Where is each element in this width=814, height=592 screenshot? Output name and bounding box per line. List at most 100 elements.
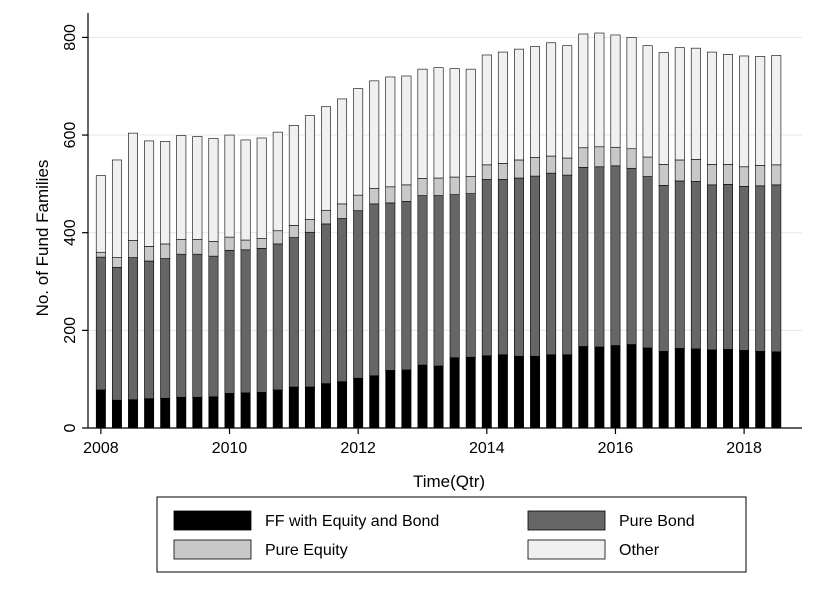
bar-segment <box>578 346 589 429</box>
bar-segment <box>95 389 106 429</box>
bar-segment <box>160 243 171 259</box>
bar-segment <box>771 55 782 166</box>
bar-segment <box>514 177 524 357</box>
bar-segment <box>530 175 541 357</box>
bar-segment <box>353 377 364 429</box>
bar-segment <box>755 56 766 166</box>
bar-segment <box>530 46 541 158</box>
bar-segment <box>449 68 460 178</box>
bar-segment <box>723 164 733 185</box>
bar-segment <box>337 203 348 219</box>
bar-segment <box>321 223 331 384</box>
bar-segment <box>546 42 557 157</box>
legend-item-other: Other <box>527 539 660 560</box>
bar-segment <box>176 239 187 255</box>
bar-segment <box>723 54 733 165</box>
x-tick-label: 2014 <box>469 440 505 457</box>
bar-segment <box>755 351 766 429</box>
bar-segment <box>465 356 476 429</box>
bar-segment <box>481 179 492 357</box>
bar-segment <box>337 381 348 429</box>
bar-segment <box>610 146 621 167</box>
bar-segment <box>594 166 605 348</box>
bar-segment <box>385 186 396 204</box>
bar-segment <box>706 184 717 351</box>
bar-segment <box>626 37 637 150</box>
bar-segment <box>706 164 717 186</box>
bar-segment <box>610 165 621 346</box>
bar-segment <box>288 225 299 238</box>
bar-segment <box>144 398 155 429</box>
bar-segment <box>562 174 573 356</box>
bar-segment <box>433 177 444 196</box>
bar-segment <box>497 51 508 164</box>
bar-segment <box>755 165 766 187</box>
bar-segment <box>594 346 605 429</box>
bar-segment <box>208 396 219 429</box>
bar-segment <box>401 201 412 371</box>
bar-segment <box>288 386 299 429</box>
bar-segment <box>304 115 315 220</box>
bar-segment <box>739 186 750 351</box>
bar-segment <box>272 230 283 245</box>
bar-segment <box>224 134 235 238</box>
legend-swatch-ff-equity-bond <box>173 510 252 531</box>
bar-segment <box>192 239 203 255</box>
legend-label-pure-equity: Pure Equity <box>265 542 348 559</box>
bar-segment <box>128 399 138 429</box>
bar-segment <box>272 389 283 429</box>
bar-segment <box>610 34 621 148</box>
y-tick-label: 600 <box>62 122 79 149</box>
bar-segment <box>642 347 653 429</box>
bar-segment <box>385 370 396 429</box>
legend-item-pure-equity: Pure Equity <box>173 539 348 560</box>
bar-segment <box>160 141 171 245</box>
bar-segment <box>690 348 701 429</box>
bar-segment <box>497 163 508 180</box>
bar-segment <box>369 375 380 429</box>
bar-segment <box>578 147 589 168</box>
y-tick-label: 200 <box>62 317 79 344</box>
bar-segment <box>224 249 235 394</box>
bar-segment <box>626 148 637 169</box>
bar-segment <box>256 392 267 429</box>
bar-segment <box>353 210 364 379</box>
bar-segment <box>514 159 524 179</box>
bar-segment <box>723 184 733 350</box>
bar-segment <box>562 354 573 429</box>
bar-segment <box>111 267 122 401</box>
bar-segment <box>111 159 122 258</box>
y-tick-label: 400 <box>62 219 79 246</box>
bars <box>95 32 782 429</box>
bar-segment <box>95 175 106 253</box>
bar-segment <box>658 164 669 186</box>
y-tick-label: 800 <box>62 24 79 51</box>
bar-segment <box>690 47 701 160</box>
bar-segment <box>481 164 492 180</box>
bar-segment <box>369 203 380 377</box>
bar-segment <box>658 351 669 429</box>
bar-segment <box>706 51 717 165</box>
bar-segment <box>385 202 396 371</box>
bar-segment <box>417 364 428 429</box>
y-axis-title: No. of Fund Families <box>33 160 52 317</box>
bar-segment <box>610 345 621 429</box>
bar-segment <box>401 75 412 186</box>
bar-segment <box>304 219 315 233</box>
bar-segment <box>546 172 557 356</box>
bar-segment <box>771 184 782 353</box>
bar-segment <box>337 98 348 205</box>
bar-segment <box>417 195 428 366</box>
bar-segment <box>562 157 573 176</box>
bar-segment <box>578 166 589 347</box>
bar-segment <box>208 241 219 257</box>
bar-segment <box>208 138 219 242</box>
bar-segment <box>674 47 685 161</box>
bar-segment <box>240 139 251 241</box>
bar-segment <box>144 140 155 247</box>
bar-segment <box>401 184 412 202</box>
bar-segment <box>514 48 524 161</box>
bar-segment <box>674 180 685 349</box>
bar-segment <box>128 132 138 241</box>
bar-segment <box>144 260 155 400</box>
